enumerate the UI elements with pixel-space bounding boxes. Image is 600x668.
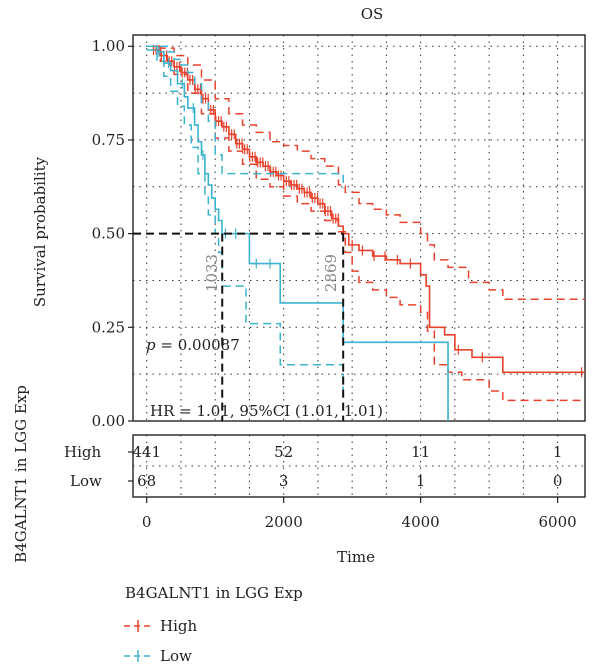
risk-table-ylabel: B4GALNT1 in LGG Exp: [12, 385, 30, 563]
legend-item-high: High: [124, 617, 197, 635]
x-axis-label: Time: [337, 548, 375, 566]
y-tick-label: 1.00: [92, 37, 125, 55]
risk-count-high: 1: [553, 443, 563, 461]
y-axis-label: Survival probability: [31, 156, 49, 307]
plot-frame: [132, 34, 586, 422]
x-tick-label: 2000: [265, 513, 303, 531]
hr-annotation: HR = 1.01, 95%CI (1.01, 1.01): [150, 402, 383, 420]
x-axis: 0 2000 4000 6000: [142, 497, 577, 531]
risk-count-low: 3: [279, 472, 289, 490]
plot-area: [132, 34, 586, 422]
risk-count-high: 441: [132, 443, 161, 461]
p-value: = 0.00087: [156, 336, 240, 354]
x-tick-label: 6000: [539, 513, 577, 531]
chart-title: OS: [361, 5, 384, 23]
x-tick-label: 4000: [402, 513, 440, 531]
y-tick-label: 0.75: [92, 131, 125, 149]
legend: B4GALNT1 in LGG Exp High Low: [124, 584, 303, 665]
legend-title: B4GALNT1 in LGG Exp: [125, 584, 303, 602]
series-layer: [146, 44, 585, 421]
median-lines: [133, 232, 345, 421]
survival-curve-high: [146, 45, 585, 374]
y-tick-label: 0.00: [92, 412, 125, 430]
risk-table-grid: [133, 435, 585, 497]
p-symbol: p: [146, 336, 156, 354]
y-tick-label: 0.25: [92, 318, 125, 336]
risk-count-low: 1: [416, 472, 426, 490]
median-low-label: 1033: [203, 254, 221, 292]
legend-item-low: Low: [124, 647, 192, 665]
ci-upper-high: [146, 45, 585, 300]
legend-label-high: High: [160, 617, 197, 635]
p-value-annotation: p = 0.00087: [146, 336, 240, 354]
risk-count-high: 11: [411, 443, 430, 461]
risk-row-label-high: High: [64, 443, 101, 461]
x-tick-label: 0: [142, 513, 152, 531]
risk-count-low: 68: [137, 472, 156, 490]
risk-row-label-low: Low: [70, 472, 102, 490]
risk-count-high: 52: [274, 443, 293, 461]
risk-table-cells: 441 52 11 168 3 1 0: [132, 443, 562, 490]
risk-table: High Low 441 52 11 168 3 1 0: [64, 434, 586, 498]
y-axis: 0.00 0.25 0.50 0.75 1.00: [92, 37, 133, 430]
survival-curve-low: [146, 45, 449, 421]
risk-count-low: 0: [553, 472, 563, 490]
ci-upper-low: [146, 45, 344, 189]
y-tick-label: 0.50: [92, 225, 125, 243]
median-high-label: 2869: [322, 254, 340, 292]
legend-label-low: Low: [160, 647, 192, 665]
